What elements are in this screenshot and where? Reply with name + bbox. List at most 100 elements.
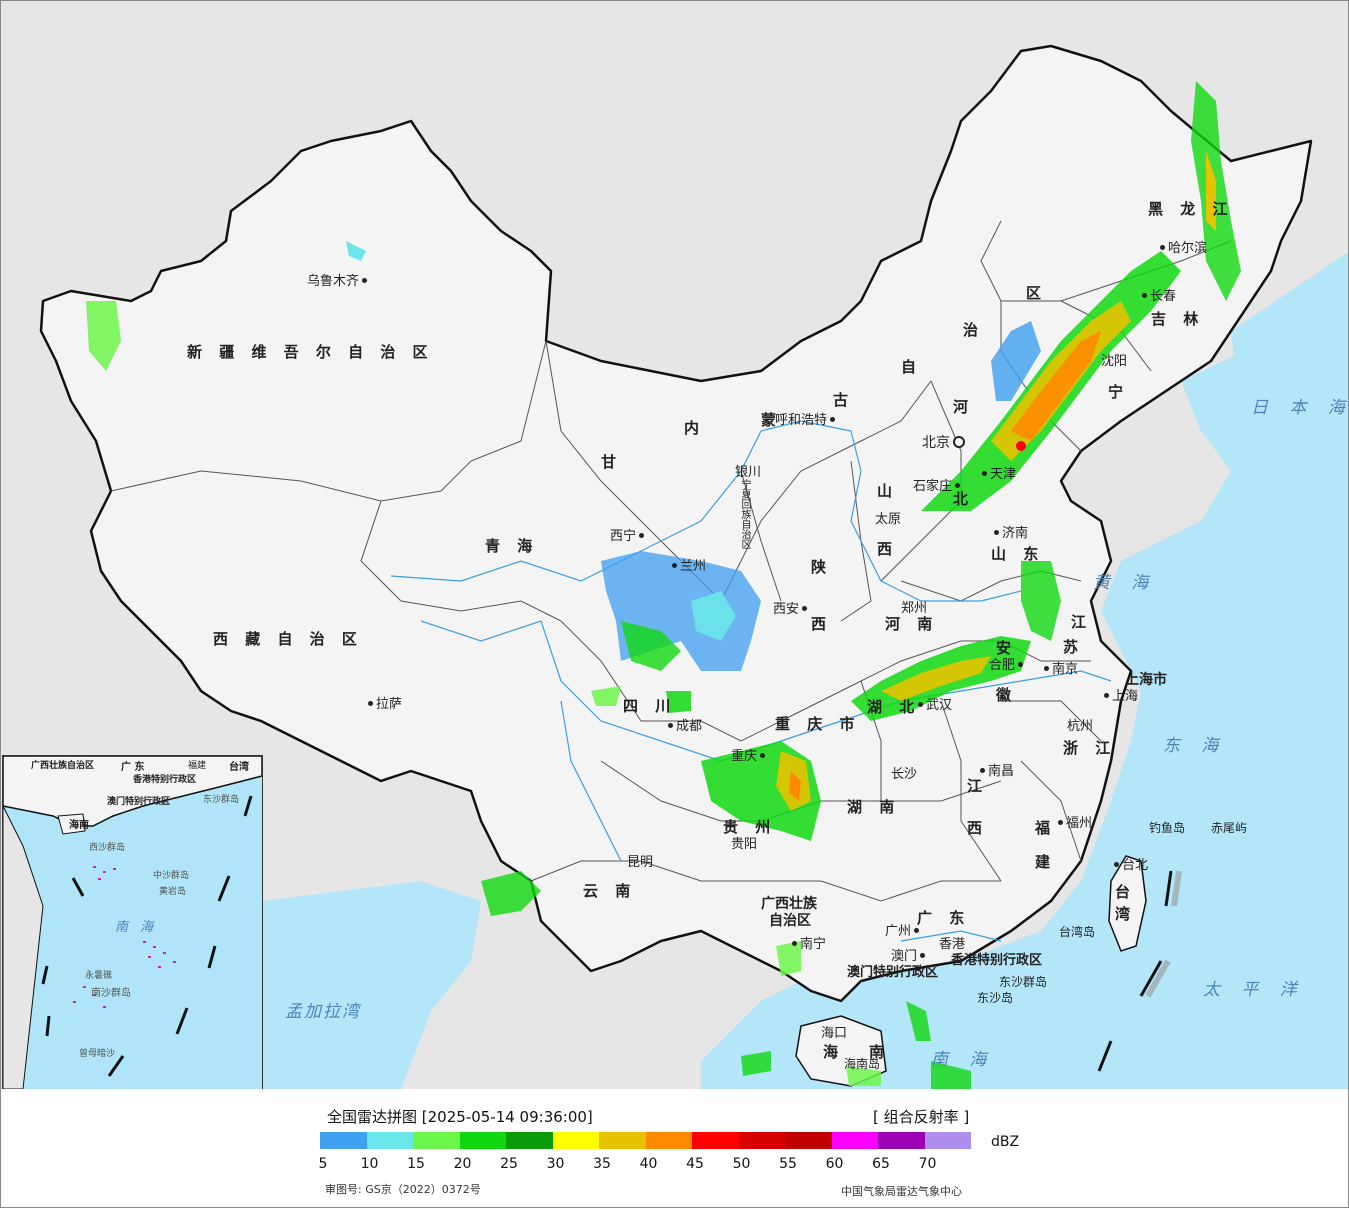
scale-tick-label: 25 bbox=[500, 1156, 518, 1172]
region-chongqing: 重 庆 市 bbox=[775, 715, 861, 733]
island-dongsha-dao: 东沙岛 bbox=[977, 991, 1014, 1005]
inset-hainan: 海南 bbox=[69, 820, 89, 831]
region-neimeng-qu: 区 bbox=[1026, 284, 1048, 302]
scale-tick-label: 15 bbox=[407, 1156, 425, 1172]
city-nanchang: 南昌 bbox=[977, 760, 1014, 779]
region-fujian-jian: 建 bbox=[1035, 853, 1057, 871]
maritime-boundary-gray bbox=[1145, 870, 1182, 998]
region-xinjiang: 新 疆 维 吾 尔 自 治 区 bbox=[187, 343, 434, 361]
region-hongkong-sar: 香港特别行政区 bbox=[951, 953, 1043, 968]
island-chiwei: 赤尾屿 bbox=[1211, 821, 1248, 835]
city-xian: 西安 bbox=[773, 598, 810, 617]
city-changsha: 长沙 bbox=[891, 767, 918, 782]
product-type: [ 组合反射率 ] bbox=[873, 1108, 970, 1126]
region-taiwan-wan: 湾 bbox=[1115, 905, 1137, 923]
color-swatch bbox=[366, 1132, 413, 1149]
region-qinghai: 青 海 bbox=[485, 537, 539, 555]
region-heilongjiang: 黑 龙 江 bbox=[1148, 200, 1234, 218]
region-sichuan: 四 川 bbox=[623, 697, 677, 715]
scale-tick-label: 45 bbox=[686, 1156, 704, 1172]
region-neimeng-nei: 内 bbox=[684, 419, 706, 437]
city-changchun: 长春 bbox=[1139, 285, 1176, 304]
inset-xisha: 西沙群岛 bbox=[89, 843, 126, 853]
city-beijing: 北京 bbox=[922, 432, 968, 452]
region-jiangsu-su: 苏 bbox=[1063, 638, 1085, 656]
region-neimeng-zhi: 治 bbox=[963, 321, 985, 339]
region-shanxi-shan: 山 bbox=[877, 482, 899, 500]
sea-south: 南 海 bbox=[931, 1050, 995, 1070]
city-tianjin: 天津 bbox=[979, 463, 1016, 482]
sea-pacific: 太 平 洋 bbox=[1203, 980, 1305, 1000]
color-swatch bbox=[506, 1132, 553, 1149]
city-nanjing: 南京 bbox=[1041, 658, 1078, 677]
city-harbin: 哈尔滨 bbox=[1157, 237, 1207, 256]
maritime-boundary-dashes bbox=[1097, 870, 1173, 1072]
inset-macau: 澳门特别行政区 bbox=[107, 797, 171, 807]
region-jilin: 吉 林 bbox=[1151, 310, 1205, 328]
city-guiyang: 贵阳 bbox=[731, 837, 758, 852]
region-anhui-an: 安 bbox=[996, 639, 1018, 657]
region-neimeng-gu: 古 bbox=[833, 391, 855, 409]
city-macau: 澳门 bbox=[891, 945, 928, 964]
south-china-sea-inset: 广西壮族自治区 广 东 福建 台湾 香港特别行政区 澳门特别行政区 海南 东沙群… bbox=[2, 755, 263, 1090]
city-shanghai: 上海 bbox=[1101, 685, 1138, 704]
scale-tick-label: 35 bbox=[593, 1156, 611, 1172]
region-jiangsu-jiang: 江 bbox=[1071, 613, 1093, 631]
city-haikou: 海口 bbox=[821, 1026, 848, 1041]
region-shaanxi-shan: 陕 bbox=[811, 558, 833, 576]
city-hefei: 合肥 bbox=[989, 654, 1026, 673]
scale-tick-label: 10 bbox=[360, 1156, 379, 1172]
region-zhejiang: 浙 江 bbox=[1063, 739, 1117, 757]
scale-tick-label: 60 bbox=[825, 1156, 844, 1172]
inset-guangxi: 广西壮族自治区 bbox=[31, 761, 95, 771]
region-guizhou: 贵 州 bbox=[723, 818, 777, 836]
color-swatch bbox=[459, 1132, 506, 1149]
city-wuhan: 武汉 bbox=[915, 694, 952, 713]
sea-japan: 日 本 海 bbox=[1251, 398, 1349, 418]
inset-fujian: 福建 bbox=[188, 761, 207, 771]
city-lhasa: 拉萨 bbox=[365, 693, 402, 712]
scale-tick-label: 65 bbox=[872, 1156, 890, 1172]
map-review-number: 审图号: GS京（2022）0372号 bbox=[325, 1183, 481, 1196]
city-xining: 西宁 bbox=[610, 525, 647, 544]
taiwan-island bbox=[1108, 855, 1147, 952]
region-neimeng-meng: 蒙 bbox=[761, 411, 783, 429]
color-swatch bbox=[552, 1132, 599, 1149]
city-kunming: 昆明 bbox=[627, 855, 654, 870]
city-shijiazhuang: 石家庄 bbox=[913, 475, 963, 494]
color-swatch bbox=[320, 1132, 367, 1149]
region-yunnan: 云 南 bbox=[583, 882, 637, 900]
unit-label: dBZ bbox=[991, 1134, 1020, 1150]
region-hunan: 湖 南 bbox=[847, 798, 901, 816]
region-guangxi-line2: 自治区 bbox=[769, 913, 811, 929]
inset-huangyan: 黄岩岛 bbox=[159, 887, 187, 897]
region-shaanxi-xi: 西 bbox=[811, 615, 833, 633]
inset-nansha: 南沙群岛 bbox=[91, 988, 131, 999]
color-swatch bbox=[924, 1132, 971, 1149]
city-urumqi: 乌鲁木齐 bbox=[307, 270, 370, 289]
region-shanxi-xi: 西 bbox=[877, 540, 899, 558]
island-dongsha-qundao: 东沙群岛 bbox=[999, 975, 1048, 989]
inset-yongshu: 永暑礁 bbox=[85, 971, 113, 981]
scale-tick-label: 50 bbox=[732, 1156, 751, 1172]
city-taiyuan: 太原 bbox=[875, 512, 902, 527]
sea-east: 东 海 bbox=[1163, 736, 1227, 756]
city-chengdu: 成都 bbox=[665, 715, 702, 734]
region-shanghai: 上海市 bbox=[1125, 672, 1167, 688]
color-scale-bar bbox=[320, 1132, 971, 1149]
color-swatch bbox=[645, 1132, 692, 1149]
inset-guangdong: 广 东 bbox=[121, 762, 145, 773]
japan-sea-water bbox=[1231, 252, 1348, 471]
city-shenyang: 沈阳 bbox=[1101, 354, 1128, 369]
china-land bbox=[39, 44, 1313, 1003]
mosaic-title: 全国雷达拼图 [2025-05-14 09:36:00] bbox=[327, 1108, 593, 1126]
region-macau-sar: 澳门特别行政区 bbox=[847, 965, 939, 980]
color-swatch bbox=[831, 1132, 878, 1149]
region-jiangxi-xi: 西 bbox=[967, 819, 989, 837]
inset-hk: 香港特别行政区 bbox=[133, 775, 197, 785]
island-diaoyu: 钓鱼岛 bbox=[1149, 821, 1186, 835]
region-liaoning: 宁 bbox=[1108, 383, 1130, 401]
city-taipei: 台北 bbox=[1111, 854, 1148, 873]
region-hebei-he: 河 bbox=[953, 398, 975, 416]
radar-echoes bbox=[86, 81, 1241, 1089]
